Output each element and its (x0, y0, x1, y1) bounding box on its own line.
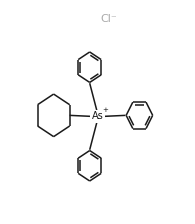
Text: +: + (102, 107, 108, 113)
Text: As: As (92, 112, 103, 121)
Text: Cl⁻: Cl⁻ (101, 14, 118, 24)
